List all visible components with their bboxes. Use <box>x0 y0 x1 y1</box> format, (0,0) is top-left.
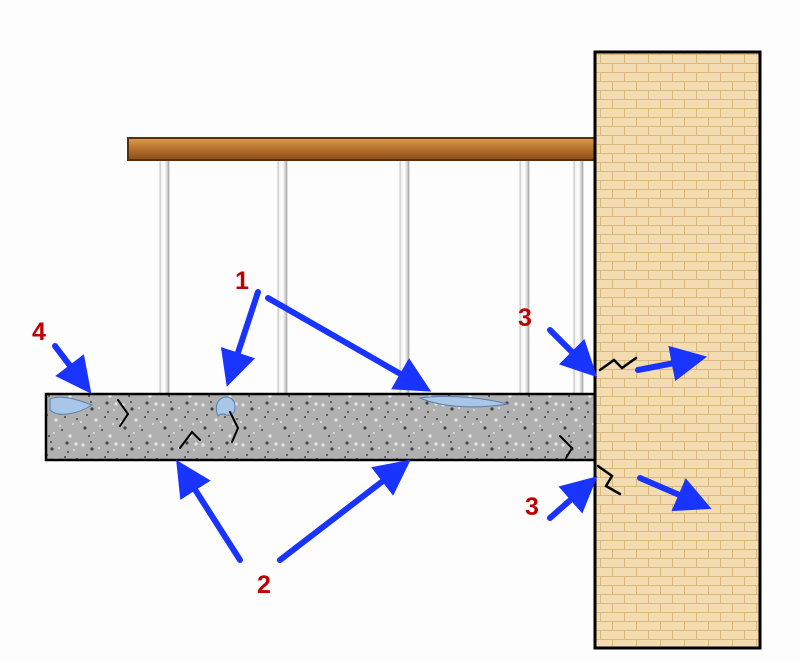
railing-post-1 <box>160 160 169 394</box>
diagram-root: 1 2 3 3 4 <box>0 0 800 662</box>
arrow-3-top-in <box>550 330 592 372</box>
railing-post-4 <box>520 160 529 394</box>
arrow-3-bot-in <box>550 481 592 518</box>
arrow-2b <box>280 464 405 560</box>
railing-top-rail <box>128 138 600 160</box>
label-3b: 3 <box>525 493 539 522</box>
diagram-svg <box>0 0 800 662</box>
label-1: 1 <box>235 267 249 296</box>
arrow-1a <box>229 292 258 380</box>
brick-wall <box>595 52 760 648</box>
arrow-2a <box>180 466 240 560</box>
balcony-slab <box>46 394 626 460</box>
railing-post-3 <box>400 160 409 394</box>
label-3a: 3 <box>518 304 532 333</box>
label-4: 4 <box>32 318 46 347</box>
arrow-4 <box>55 346 87 388</box>
label-2: 2 <box>257 571 271 600</box>
railing-post-2 <box>278 160 287 394</box>
puddle-2 <box>216 397 235 416</box>
